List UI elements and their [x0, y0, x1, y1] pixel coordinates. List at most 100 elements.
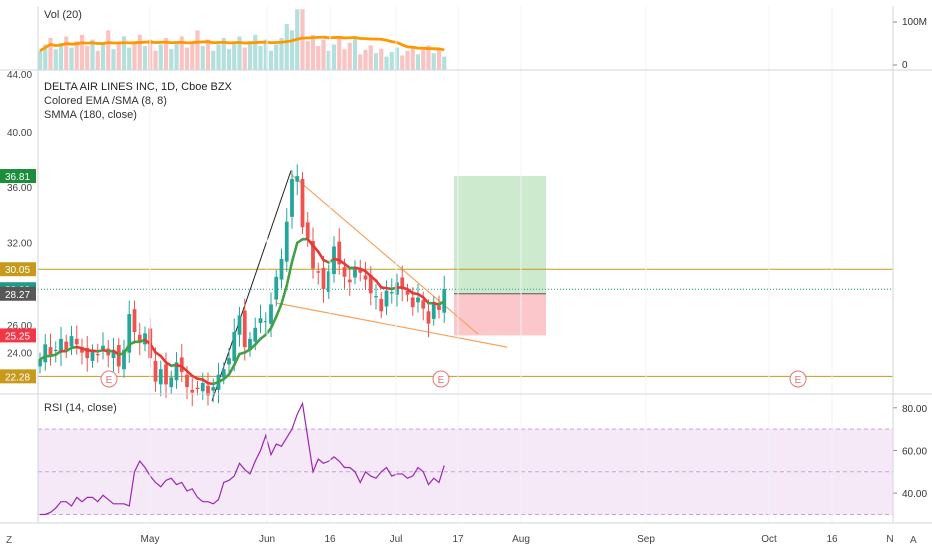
candle-body [290, 179, 294, 217]
volume-tick-label: 100M [902, 17, 927, 28]
price-tag-label: 30.05 [5, 265, 30, 276]
long-position-profit-zone[interactable] [454, 176, 546, 294]
volume-bar [248, 41, 252, 70]
volume-bar [306, 41, 310, 70]
volume-bar [253, 35, 257, 70]
candle-body [437, 306, 441, 310]
volume-bar [132, 41, 136, 70]
volume-bar [437, 49, 441, 70]
volume-tick-label: 0 [902, 60, 908, 71]
volume-bar [159, 44, 163, 70]
volume-bar [201, 46, 205, 70]
candle-body [411, 297, 415, 307]
volume-bar [59, 43, 63, 70]
price-tag-label: 25.25 [5, 331, 30, 342]
candle-body [348, 280, 352, 283]
candle-body [421, 300, 425, 308]
candle-body [75, 339, 79, 345]
volume-bar [311, 35, 315, 70]
volume-bar [332, 44, 336, 70]
price-title: DELTA AIR LINES INC, 1D, Cboe BZX [44, 81, 233, 93]
volume-bar [69, 48, 73, 70]
time-axis-label: N [886, 534, 893, 545]
volume-bar [190, 41, 194, 70]
volume-bar [64, 36, 68, 70]
candle-body [269, 304, 273, 323]
long-position-loss-zone[interactable] [454, 294, 546, 336]
price-tag-label: 36.81 [5, 172, 30, 183]
candle-body [285, 222, 289, 262]
candle-body [201, 383, 205, 391]
volume-bar [101, 44, 105, 70]
candle-body [238, 315, 242, 334]
volume-bar [153, 51, 157, 70]
volume-ma-line [40, 37, 444, 51]
volume-bar [143, 46, 147, 70]
volume-bar [127, 48, 131, 70]
candle-body [49, 347, 53, 355]
volume-bar [75, 41, 79, 70]
volume-bar [211, 51, 215, 70]
timezone-icon[interactable]: Z [6, 535, 12, 546]
volume-bar [321, 40, 325, 70]
volume-bar [384, 57, 388, 70]
candle-body [374, 296, 378, 297]
price-tick-label: 40.00 [7, 128, 32, 139]
indicator-ema-label: Colored EMA /SMA (8, 8) [44, 95, 167, 107]
candle-body [211, 387, 215, 390]
volume-bar [390, 52, 394, 70]
candle-body [432, 303, 436, 319]
volume-bar [316, 46, 320, 70]
volume-bar [216, 44, 220, 70]
candle-body [416, 297, 420, 302]
ema-segment [318, 252, 323, 260]
candle-body [379, 299, 383, 311]
volume-bar [48, 38, 52, 70]
rsi-tick-label: 40.00 [902, 489, 927, 500]
price-tick-label: 44.00 [7, 70, 32, 81]
ema-segment [276, 304, 281, 317]
volume-bar [269, 51, 273, 70]
candle-body [322, 268, 326, 289]
volume-bar [185, 48, 189, 70]
volume-bar [421, 50, 425, 70]
volume-bar [206, 40, 210, 70]
volume-bar [442, 57, 446, 70]
volume-bar [111, 49, 115, 70]
rsi-tick-label: 80.00 [902, 404, 927, 415]
volume-bar [38, 51, 42, 70]
candle-body [54, 350, 58, 351]
candle-body [43, 344, 47, 362]
volume-bar [290, 30, 294, 70]
volume-bar [258, 46, 262, 70]
volume-bar [96, 51, 100, 70]
candle-body [316, 271, 320, 272]
candle-body [427, 311, 431, 323]
candle-body [385, 291, 389, 307]
volume-bar [243, 48, 247, 70]
ema-segment [282, 286, 287, 304]
time-axis-label: Oct [761, 534, 777, 545]
rsi-tick-label: 60.00 [902, 446, 927, 457]
candle-body [180, 357, 184, 371]
auto-scale-toggle[interactable]: A [910, 535, 917, 546]
volume-bar [363, 50, 367, 70]
volume-bar [379, 49, 383, 70]
ema-segment [229, 365, 234, 374]
candle-body [227, 358, 231, 364]
volume-bar [353, 36, 357, 70]
candle-body [164, 364, 168, 384]
volume-bar [369, 45, 373, 70]
volume-bar [405, 51, 409, 70]
candle-body [96, 354, 100, 355]
candle-body [154, 361, 158, 382]
candle-body [274, 277, 278, 300]
earnings-marker-label: E [438, 375, 445, 386]
candle-body [232, 332, 236, 361]
volume-bar [117, 43, 121, 70]
candle-body [243, 311, 247, 348]
candle-body [390, 292, 394, 293]
